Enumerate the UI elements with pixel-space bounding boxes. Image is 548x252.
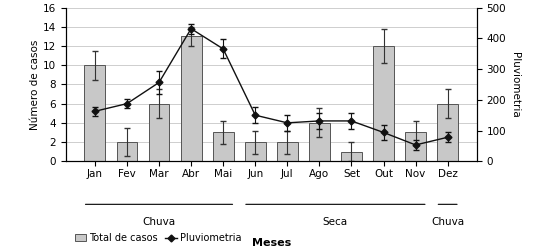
- Y-axis label: Pluviometria: Pluviometria: [510, 52, 520, 117]
- Bar: [309, 123, 330, 161]
- Bar: [213, 133, 233, 161]
- Bar: [84, 65, 105, 161]
- Bar: [373, 46, 394, 161]
- Bar: [149, 104, 169, 161]
- Legend: Total de casos, Pluviometria: Total de casos, Pluviometria: [71, 229, 246, 247]
- Bar: [245, 142, 266, 161]
- Text: Chuva: Chuva: [142, 217, 175, 227]
- Bar: [181, 36, 202, 161]
- Bar: [437, 104, 458, 161]
- Bar: [405, 133, 426, 161]
- Bar: [341, 152, 362, 161]
- Y-axis label: Número de casos: Número de casos: [30, 39, 40, 130]
- Bar: [277, 142, 298, 161]
- Bar: [117, 142, 138, 161]
- Text: Seca: Seca: [323, 217, 348, 227]
- Text: Meses: Meses: [252, 238, 291, 248]
- Text: Chuva: Chuva: [431, 217, 464, 227]
